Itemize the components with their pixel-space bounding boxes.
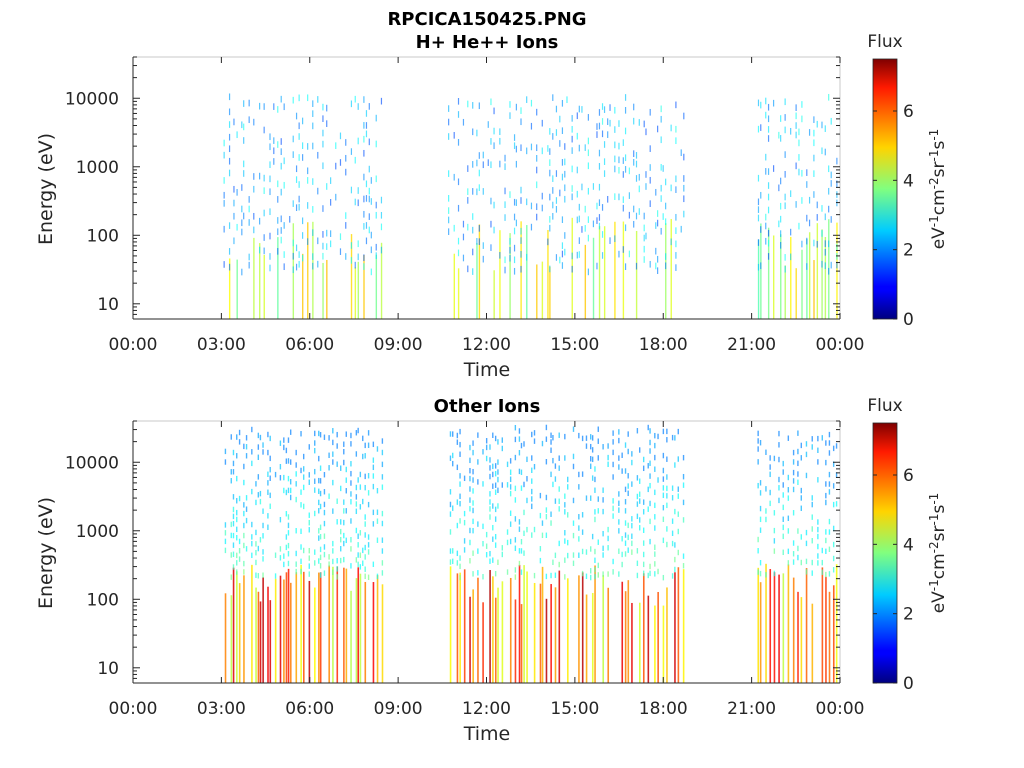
x-tick-label: 09:00	[374, 699, 423, 719]
panel2-axes: 00:00 03:00 06:00 09:00 12:00 15:00 18:00 21:00…	[65, 420, 865, 719]
x-tick-label: 21:00	[727, 699, 776, 719]
colorbar-tick-label: 4	[903, 171, 914, 191]
colorbar-tick-label: 0	[903, 674, 914, 694]
panel2-ylabel: Energy (eV)	[35, 497, 57, 609]
x-tick-label: 18:00	[639, 699, 688, 719]
x-tick-label: 21:00	[727, 335, 776, 355]
panel1-title: H+ He++ Ions	[416, 32, 559, 53]
panel1-colorbar: Flux 0 2 4 6 eV-1cm-2sr-1s-1	[867, 32, 949, 330]
panel2-colorbar: Flux 0 2 4 6 eV-1cm-2sr-1s-1	[867, 396, 949, 694]
panel1-ylabel: Energy (eV)	[35, 133, 57, 245]
x-tick-label: 00:00	[816, 335, 865, 355]
x-tick-label: 18:00	[639, 335, 688, 355]
x-tick-label: 00:00	[109, 699, 158, 719]
colorbar-tick-label: 2	[903, 605, 914, 625]
x-tick-label: 03:00	[197, 335, 246, 355]
x-tick-label: 06:00	[285, 699, 334, 719]
y-tick-label: 10000	[65, 453, 119, 473]
y-tick-label: 100	[87, 590, 119, 610]
colorbar-tick-label: 4	[903, 535, 914, 555]
x-tick-label: 06:00	[285, 335, 334, 355]
panel1-colorbar-unit: eV-1cm-2sr-1s-1	[927, 129, 949, 250]
panel1-spectrogram	[223, 93, 838, 319]
y-tick-label: 10000	[65, 89, 119, 109]
panel2-colorbar-title: Flux	[867, 396, 902, 416]
colorbar-tick-label: 6	[903, 102, 914, 122]
x-tick-label: 00:00	[109, 335, 158, 355]
y-tick-label: 1000	[76, 158, 119, 178]
colorbar-tick-label: 2	[903, 241, 914, 261]
y-tick-label: 100	[87, 226, 119, 246]
x-tick-label: 00:00	[816, 699, 865, 719]
x-tick-label: 15:00	[550, 699, 599, 719]
y-tick-label: 10	[97, 659, 119, 679]
colorbar-tick-label: 6	[903, 466, 914, 486]
x-tick-label: 03:00	[197, 699, 246, 719]
panel2-title: Other Ions	[434, 396, 541, 417]
panel2-xlabel: Time	[463, 723, 511, 745]
panel1-colorbar-title: Flux	[867, 32, 902, 52]
colorbar-tick-label: 0	[903, 310, 914, 330]
panel2-colorbar-unit: eV-1cm-2sr-1s-1	[927, 493, 949, 614]
x-tick-label: 12:00	[462, 699, 511, 719]
y-tick-label: 10	[97, 295, 119, 315]
panel1-xlabel: Time	[463, 359, 511, 381]
x-tick-label: 09:00	[374, 335, 423, 355]
x-tick-label: 15:00	[550, 335, 599, 355]
panel1-axes: 00:00 03:00 06:00 09:00 12:00 15:00 18:00 21:00…	[65, 56, 865, 355]
y-tick-label: 1000	[76, 522, 119, 542]
panel2-spectrogram	[224, 424, 838, 683]
x-tick-label: 12:00	[462, 335, 511, 355]
figure-title: RPCICA150425.PNG	[387, 9, 586, 30]
